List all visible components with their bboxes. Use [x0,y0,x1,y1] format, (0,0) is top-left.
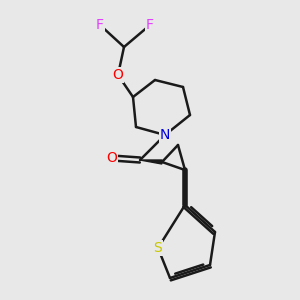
Text: O: O [106,151,117,165]
Text: S: S [154,241,162,255]
Text: F: F [146,18,154,32]
Polygon shape [140,160,162,164]
Text: O: O [112,68,123,82]
Text: F: F [96,18,104,32]
Text: N: N [160,128,170,142]
